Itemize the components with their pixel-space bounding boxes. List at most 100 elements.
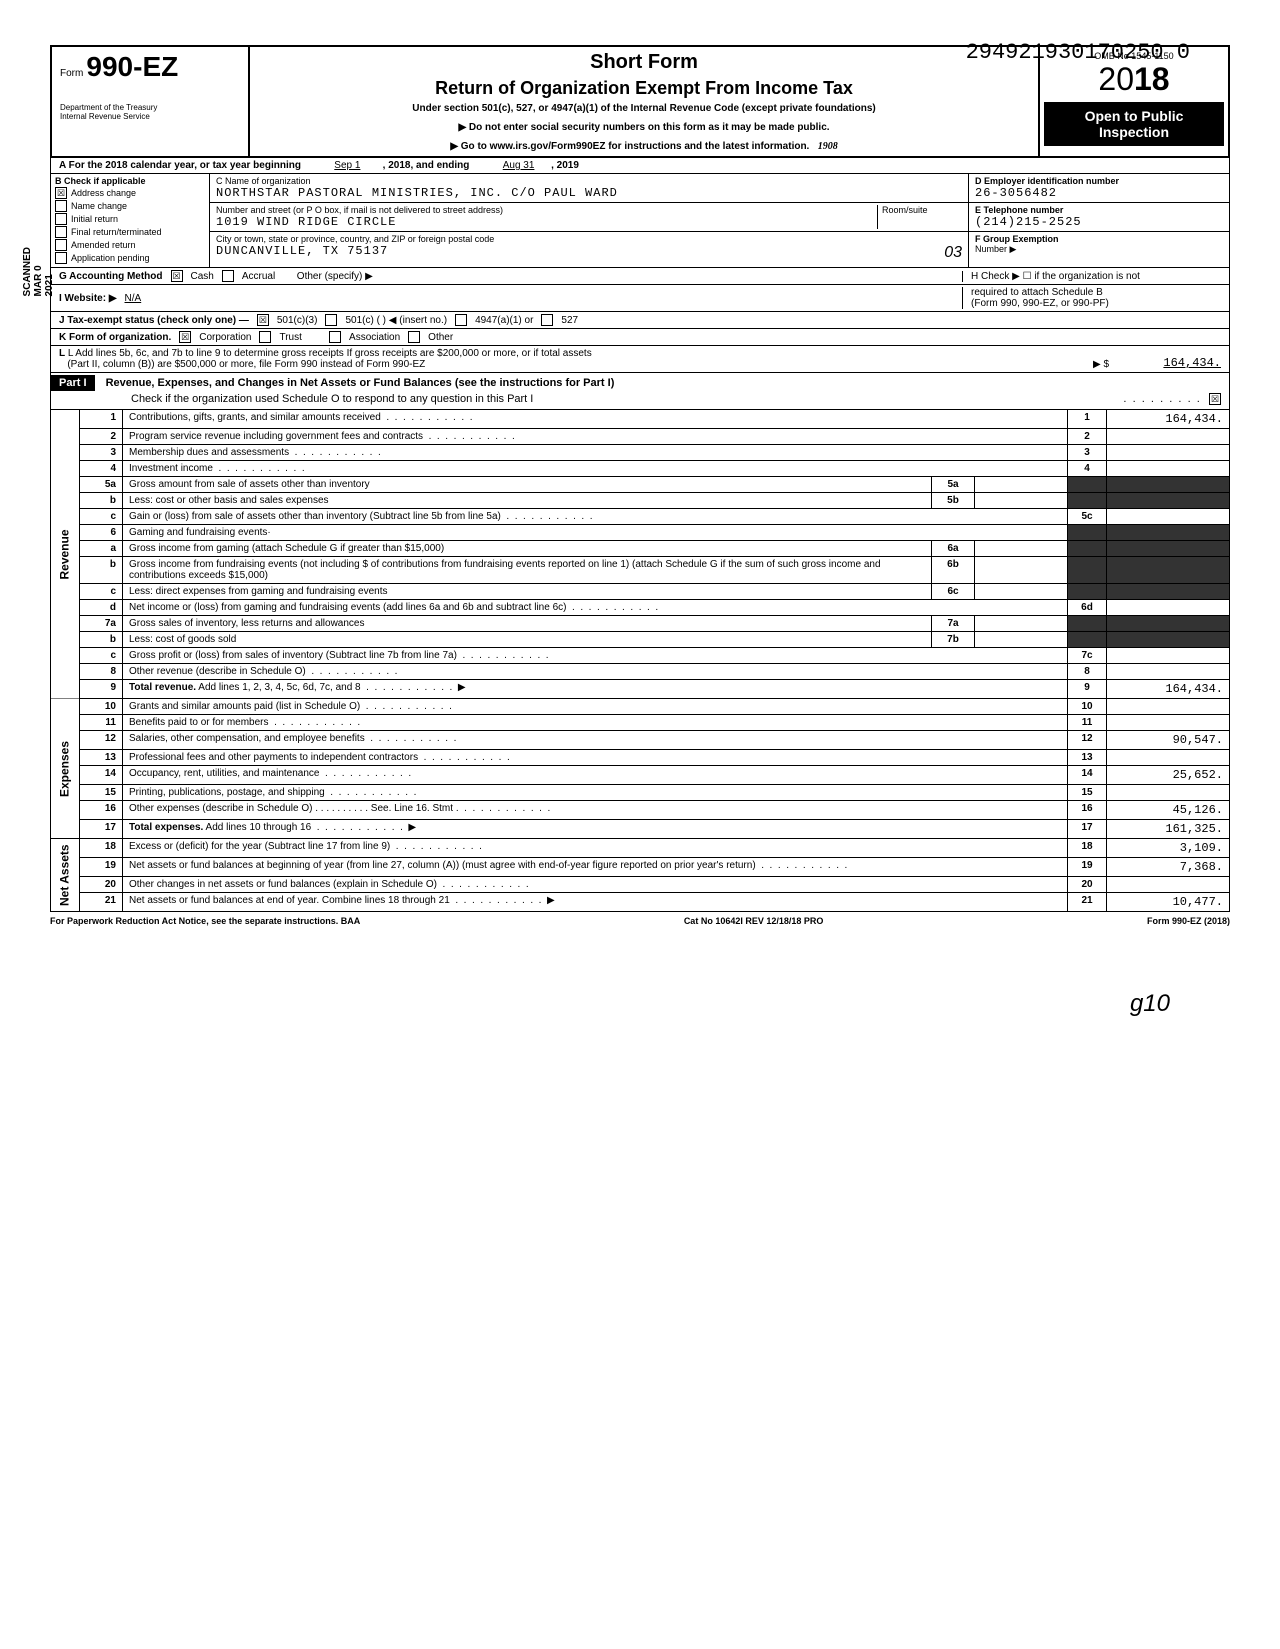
line-description: Occupancy, rent, utilities, and maintena… xyxy=(123,766,1068,785)
other-method-label: Other (specify) ▶ xyxy=(297,271,373,282)
section-label: Net Assets xyxy=(51,839,80,912)
row-i: I Website: ▶ N/A required to attach Sche… xyxy=(51,285,1229,312)
table-row: 14Occupancy, rent, utilities, and mainte… xyxy=(51,766,1230,785)
sub-line-number: 7a xyxy=(932,616,975,632)
accrual-checkbox[interactable] xyxy=(222,270,234,282)
footer-left: For Paperwork Reduction Act Notice, see … xyxy=(50,916,360,926)
line-a-label: A For the 2018 calendar year, or tax yea… xyxy=(59,160,301,171)
table-row: 19Net assets or fund balances at beginni… xyxy=(51,858,1230,877)
org-city: DUNCANVILLE, TX 75137 xyxy=(216,244,388,262)
line-number: d xyxy=(80,600,123,616)
form-header-left: Form 990-EZ Department of the Treasury I… xyxy=(52,47,250,156)
city-label: City or town, state or province, country… xyxy=(216,234,962,244)
result-amount: 90,547. xyxy=(1107,731,1230,750)
result-amount: 161,325. xyxy=(1107,820,1230,839)
4947-checkbox[interactable] xyxy=(455,314,467,326)
amount-shaded xyxy=(1107,525,1230,541)
checkbox[interactable] xyxy=(55,213,67,225)
footer-row: For Paperwork Reduction Act Notice, see … xyxy=(50,912,1230,930)
checkbox[interactable] xyxy=(55,252,67,264)
result-amount xyxy=(1107,461,1230,477)
cash-checkbox[interactable]: ☒ xyxy=(171,270,183,282)
table-row: 3Membership dues and assessments . . . .… xyxy=(51,445,1230,461)
checkbox[interactable] xyxy=(55,239,67,251)
line-description: Gross income from fundraising events (no… xyxy=(123,557,932,584)
line-number: b xyxy=(80,632,123,648)
result-amount xyxy=(1107,699,1230,715)
table-row: 7aGross sales of inventory, less returns… xyxy=(51,616,1230,632)
sub-line-value xyxy=(975,632,1068,648)
trust-checkbox[interactable] xyxy=(259,331,271,343)
info-grid: B Check if applicable ☒Address changeNam… xyxy=(50,174,1230,268)
table-row: 15Printing, publications, postage, and s… xyxy=(51,785,1230,801)
line-num-shaded xyxy=(1068,616,1107,632)
section-label: Expenses xyxy=(51,699,80,839)
corp-checkbox[interactable]: ☒ xyxy=(179,331,191,343)
checkbox-label: Amended return xyxy=(71,240,136,250)
527-checkbox[interactable] xyxy=(541,314,553,326)
result-amount xyxy=(1107,785,1230,801)
row-l: L L Add lines 5b, 6c, and 7b to line 9 t… xyxy=(51,346,1229,372)
checkbox[interactable] xyxy=(55,200,67,212)
open-public-1: Open to Public xyxy=(1048,108,1220,124)
table-row: 20Other changes in net assets or fund ba… xyxy=(51,877,1230,893)
checkbox-row: Name change xyxy=(55,200,205,212)
j-opt1: 501(c)(3) xyxy=(277,315,318,326)
table-row: 4Investment income . . . . . . . . . . .… xyxy=(51,461,1230,477)
table-row: Expenses10Grants and similar amounts pai… xyxy=(51,699,1230,715)
other-org-checkbox[interactable] xyxy=(408,331,420,343)
line-description: Gross sales of inventory, less returns a… xyxy=(123,616,932,632)
table-row: cLess: direct expenses from gaming and f… xyxy=(51,584,1230,600)
checkbox-row: ☒Address change xyxy=(55,187,205,199)
irs-link: ▶ Go to www.irs.gov/Form990EZ for instru… xyxy=(270,141,1018,152)
sub-line-number: 7b xyxy=(932,632,975,648)
part1-checkbox[interactable]: ☒ xyxy=(1209,393,1221,405)
result-amount xyxy=(1107,445,1230,461)
line-description: Program service revenue including govern… xyxy=(123,429,1068,445)
open-public-2: Inspection xyxy=(1048,124,1220,140)
amount-shaded xyxy=(1107,632,1230,648)
result-amount xyxy=(1107,715,1230,731)
sub-line-number: 6c xyxy=(932,584,975,600)
year-box: 2018 xyxy=(1044,61,1224,98)
line-a-end-month: Aug 31 xyxy=(503,160,535,171)
line-description: Net assets or fund balances at beginning… xyxy=(123,858,1068,877)
table-row: 16Other expenses (describe in Schedule O… xyxy=(51,801,1230,820)
line-a-begin: Sep 1 xyxy=(334,160,360,171)
j-opt4: 527 xyxy=(561,315,578,326)
handwritten-03: 03 xyxy=(944,244,962,262)
result-line-number: 14 xyxy=(1068,766,1107,785)
handwritten-1908: 1908 xyxy=(818,141,838,152)
org-name: NORTHSTAR PASTORAL MINISTRIES, INC. C/O … xyxy=(216,186,962,200)
line-number: 18 xyxy=(80,839,123,858)
501c-checkbox[interactable] xyxy=(325,314,337,326)
sub-line-value xyxy=(975,477,1068,493)
checkbox[interactable]: ☒ xyxy=(55,187,67,199)
table-row: aGross income from gaming (attach Schedu… xyxy=(51,541,1230,557)
phone-label: E Telephone number xyxy=(975,205,1223,215)
result-line-number: 19 xyxy=(1068,858,1107,877)
line-description: Net income or (loss) from gaming and fun… xyxy=(123,600,1068,616)
checkbox-label: Final return/terminated xyxy=(71,227,162,237)
footer-right: Form 990-EZ (2018) xyxy=(1147,916,1230,926)
line-description: Investment income . . . . . . . . . . . xyxy=(123,461,1068,477)
result-line-number: 6d xyxy=(1068,600,1107,616)
result-line-number: 13 xyxy=(1068,750,1107,766)
row-g-h: G Accounting Method ☒ Cash Accrual Other… xyxy=(51,268,1229,285)
checkbox[interactable] xyxy=(55,226,67,238)
k-trust: Trust xyxy=(279,332,301,343)
checkbox-label: Name change xyxy=(71,201,127,211)
line-number: 4 xyxy=(80,461,123,477)
line-num-shaded xyxy=(1068,477,1107,493)
short-form-label: Short Form xyxy=(270,51,1018,74)
assoc-checkbox[interactable] xyxy=(329,331,341,343)
sub-line-number: 5b xyxy=(932,493,975,509)
line-number: 17 xyxy=(80,820,123,839)
table-row: 2Program service revenue including gover… xyxy=(51,429,1230,445)
result-amount xyxy=(1107,750,1230,766)
sub-line-number: 6b xyxy=(932,557,975,584)
website-value: N/A xyxy=(125,293,142,304)
line-description: Other expenses (describe in Schedule O) … xyxy=(123,801,1068,820)
form-number: 990-EZ xyxy=(86,51,178,82)
501c3-checkbox[interactable]: ☒ xyxy=(257,314,269,326)
